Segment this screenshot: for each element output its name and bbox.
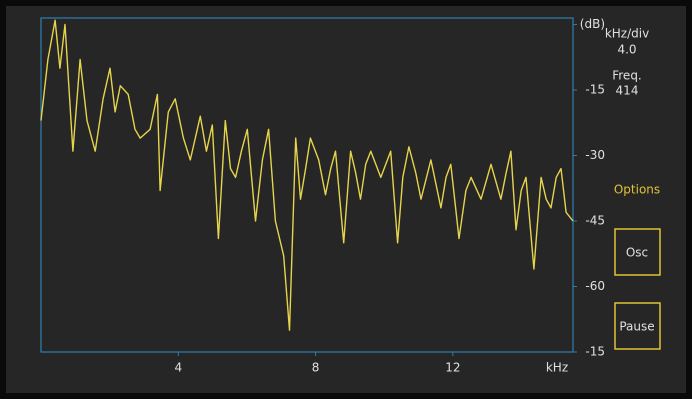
y-tick-label: (dB): [580, 17, 605, 31]
x-tick-label: 4: [174, 361, 182, 375]
pause-button[interactable]: Pause: [614, 302, 661, 350]
panel-label: Freq.: [612, 69, 642, 83]
y-tick-label: -45: [585, 214, 605, 228]
x-tick-label: 12: [445, 361, 460, 375]
options-label: Options: [614, 183, 660, 197]
plot-area: [40, 17, 574, 353]
y-tick-label: -30: [585, 148, 605, 162]
osc-button[interactable]: Osc: [614, 228, 661, 276]
y-tick-label: -60: [585, 279, 605, 293]
x-tick-label: 8: [312, 361, 320, 375]
button-border: [614, 302, 661, 350]
x-axis-label: kHz: [546, 361, 568, 375]
panel-value: 4.0: [617, 43, 636, 57]
spectrum-line: [40, 19, 574, 331]
y-tick-label: -15: [585, 345, 605, 359]
button-label[interactable]: Osc: [626, 246, 648, 260]
background: [6, 6, 686, 393]
y-tick-label: -15: [585, 83, 605, 97]
button-border: [614, 228, 661, 276]
button-label[interactable]: Pause: [619, 320, 654, 334]
panel-label: kHz/div: [605, 27, 649, 41]
panel-value: 414: [616, 84, 639, 98]
